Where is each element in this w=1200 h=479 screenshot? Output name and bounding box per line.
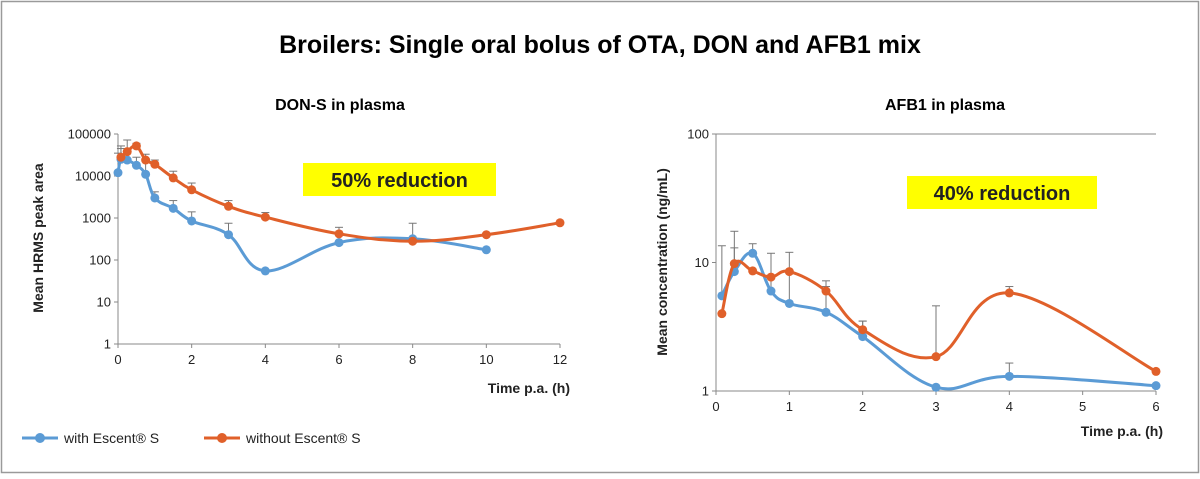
chart-don-s-xlabel: Time p.a. (h): [488, 380, 570, 396]
afb1-xtick-label: 3: [932, 399, 939, 414]
afb1-with-point: [784, 298, 794, 308]
don-s-xtick-label: 8: [409, 352, 416, 367]
don-s-with-point: [224, 230, 233, 240]
afb1-without-point: [748, 266, 758, 276]
afb1-ytick-label: 10: [695, 255, 709, 270]
afb1-with-point: [858, 332, 868, 342]
afb1-without-point: [821, 286, 831, 296]
don-s-with-point: [131, 160, 141, 170]
don-s-without-point: [150, 159, 160, 169]
afb1-without-point: [766, 272, 776, 282]
don-s-with-point: [334, 238, 344, 248]
don-s-xtick-label: 6: [335, 352, 342, 367]
don-s-with-point: [141, 169, 151, 179]
don-s-ytick-label: 10: [97, 295, 111, 310]
afb1-without-point: [1151, 366, 1161, 376]
don-s-xtick-label: 12: [553, 352, 567, 367]
afb1-xtick-label: 5: [1079, 399, 1086, 414]
chart-don-s: DON-S in plasma Mean HRMS peak area Time…: [30, 97, 570, 396]
don-s-without-point: [131, 141, 141, 151]
afb1-with-point: [1004, 371, 1014, 381]
don-s-without-point: [187, 185, 197, 195]
afb1-xtick-label: 1: [786, 399, 793, 414]
afb1-without-point: [784, 267, 794, 277]
legend: with Escent® S without Escent® S: [22, 430, 361, 446]
don-s-without-point: [116, 152, 126, 162]
afb1-xtick-label: 0: [712, 399, 719, 414]
don-s-without-point: [224, 201, 233, 211]
legend-with-marker: [35, 433, 45, 443]
don-s-without-point: [122, 147, 132, 157]
don-s-with-point: [168, 203, 178, 213]
afb1-xtick-label: 4: [1006, 399, 1013, 414]
chart-afb1-callout-box: [907, 176, 1097, 209]
don-s-without-point: [260, 212, 270, 222]
don-s-xtick-label: 4: [262, 352, 269, 367]
figure-title: Broilers: Single oral bolus of OTA, DON …: [279, 31, 921, 59]
afb1-without-point: [931, 352, 941, 362]
don-s-xtick-label: 0: [114, 352, 121, 367]
don-s-ytick-label: 1000: [82, 211, 111, 226]
don-s-xtick-label: 10: [479, 352, 493, 367]
afb1-ytick-label: 100: [687, 127, 709, 142]
chart-don-s-callout-box: [303, 163, 496, 196]
don-s-with-point: [187, 216, 197, 226]
don-s-xtick-label: 2: [188, 352, 195, 367]
don-s-with-point: [150, 193, 160, 203]
afb1-without-point: [729, 259, 739, 269]
afb1-with-point: [1151, 381, 1161, 391]
afb1-without-point: [1004, 288, 1014, 298]
afb1-ytick-label: 1: [702, 384, 709, 399]
don-s-without-point: [555, 218, 565, 228]
afb1-with-point: [748, 248, 758, 258]
don-s-ytick-label: 100: [89, 253, 111, 268]
don-s-with-point: [260, 266, 270, 276]
don-s-with-point: [481, 245, 491, 255]
chart-don-s-title: DON-S in plasma: [275, 97, 405, 114]
don-s-ytick-label: 100000: [68, 127, 111, 142]
chart-afb1-callout: 40% reduction: [934, 183, 1071, 205]
afb1-without-point: [858, 325, 868, 335]
afb1-xtick-label: 2: [859, 399, 866, 414]
chart-don-s-ylabel: Mean HRMS peak area: [30, 163, 46, 313]
chart-afb1-xlabel: Time p.a. (h): [1081, 423, 1163, 439]
afb1-xtick-label: 6: [1152, 399, 1159, 414]
chart-afb1-title: AFB1 in plasma: [885, 97, 1005, 114]
legend-without-label: without Escent® S: [245, 430, 361, 446]
chart-don-s-callout: 50% reduction: [331, 170, 468, 192]
afb1-without-point: [717, 309, 727, 319]
legend-without-marker: [217, 433, 227, 443]
don-s-without-point: [141, 155, 151, 165]
don-s-ytick-label: 1: [104, 337, 111, 352]
don-s-without-point: [408, 236, 418, 246]
chart-afb1-ylabel: Mean concentration (ng/mL): [654, 168, 670, 355]
chart-afb1: AFB1 in plasma Mean concentration (ng/mL…: [654, 97, 1163, 439]
don-s-without-point: [168, 173, 178, 183]
legend-with-label: with Escent® S: [63, 430, 159, 446]
afb1-with-point: [821, 307, 831, 317]
don-s-without-point: [481, 230, 491, 240]
afb1-with-point: [766, 286, 776, 296]
don-s-without-point: [334, 229, 344, 239]
don-s-with-point: [113, 168, 123, 178]
afb1-with-point: [931, 382, 941, 392]
don-s-ytick-label: 10000: [75, 169, 111, 184]
